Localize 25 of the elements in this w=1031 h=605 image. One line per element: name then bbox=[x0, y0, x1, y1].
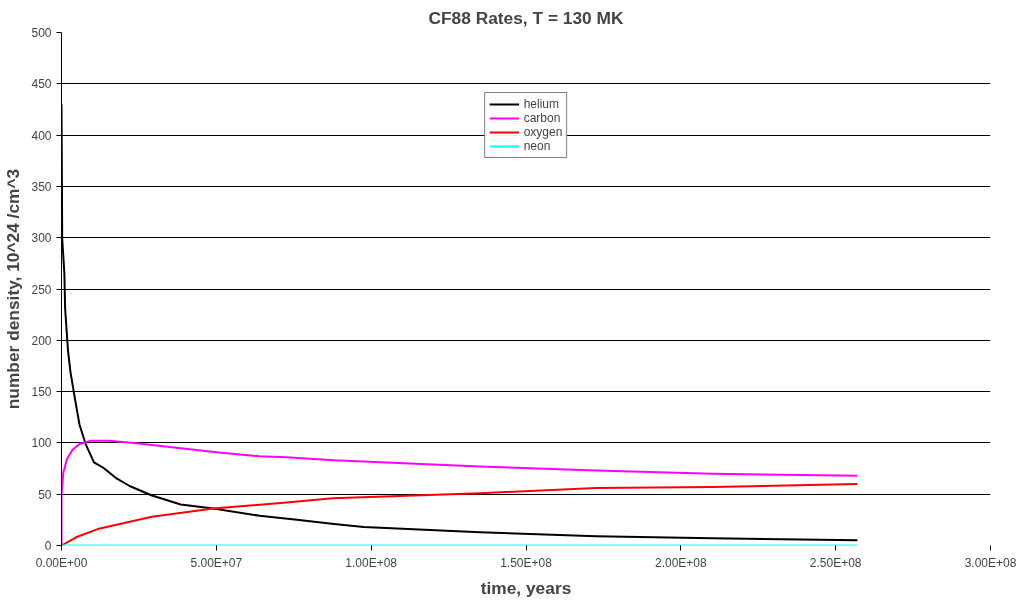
y-tick-label: 350 bbox=[31, 179, 52, 194]
y-tick-label: 400 bbox=[31, 128, 52, 143]
legend-label: oxygen bbox=[523, 125, 563, 139]
y-tick-label: 250 bbox=[31, 282, 52, 297]
y-tick-label: 450 bbox=[31, 77, 52, 92]
x-tick-label: 1.00E+08 bbox=[345, 555, 398, 570]
x-tick-label: 5.00E+07 bbox=[190, 555, 243, 570]
x-tick-label: 0.00E+00 bbox=[35, 555, 88, 570]
y-tick-label: 200 bbox=[31, 333, 52, 348]
y-tick-label: 150 bbox=[31, 385, 52, 400]
chart-title: CF88 Rates, T = 130 MK bbox=[428, 7, 624, 28]
y-tick-label: 500 bbox=[31, 26, 52, 40]
x-axis-title: time, years bbox=[480, 577, 572, 598]
y-tick-label: 100 bbox=[31, 436, 52, 451]
legend-label: neon bbox=[523, 139, 551, 153]
x-tick-label: 2.00E+08 bbox=[654, 555, 708, 570]
x-tick-label: 1.50E+08 bbox=[500, 555, 553, 570]
legend-label: helium bbox=[523, 97, 560, 111]
y-tick-label: 300 bbox=[31, 231, 52, 246]
x-tick-label: 2.50E+08 bbox=[809, 555, 862, 570]
y-tick-label: 0 bbox=[44, 539, 52, 553]
y-axis-title: number density, 10^24 /cm^3 bbox=[3, 168, 24, 410]
y-tick-label: 50 bbox=[38, 487, 52, 502]
x-tick-label: 3.00E+08 bbox=[964, 555, 1017, 570]
legend-label: carbon bbox=[523, 111, 561, 125]
